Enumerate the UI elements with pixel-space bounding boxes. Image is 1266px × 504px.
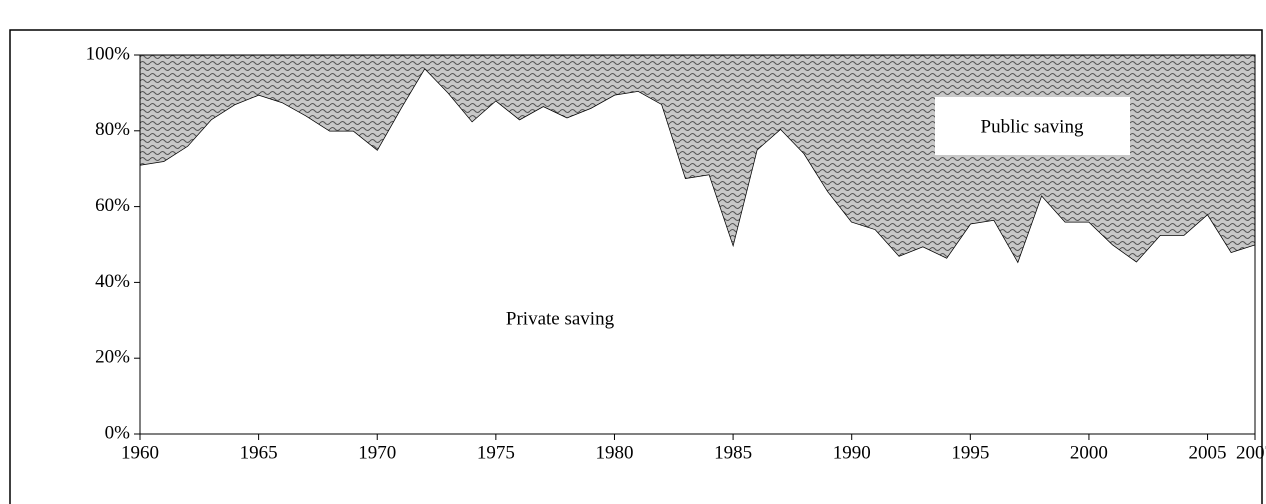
y-tick-label: 40% [95,271,130,292]
x-tick-label: 1975 [477,442,515,463]
x-tick-label: 1960 [121,442,159,463]
y-tick-label: 0% [105,422,131,443]
series-label: Public saving [981,116,1084,137]
x-tick-label: 1990 [833,442,871,463]
area [140,68,1255,434]
x-tick-label: 1985 [714,442,752,463]
x-tick-label: 1965 [240,442,278,463]
y-tick-label: 20% [95,347,130,368]
x-tick-label: 2007 [1236,442,1266,463]
plot-border [139,54,1256,435]
y-tick-label: 60% [95,195,130,216]
x-tick-label: 1980 [595,442,633,463]
label-box [935,97,1130,155]
series-label: Private saving [506,308,615,329]
y-tick-label: 80% [95,119,130,140]
x-tick-label: 1995 [951,442,989,463]
y-tick-label: 100% [86,43,131,64]
frame [9,29,1263,504]
x-tick-label: 2000 [1070,442,1108,463]
x-tick-label: 1970 [358,442,396,463]
x-tick-label: 2005 [1189,442,1227,463]
